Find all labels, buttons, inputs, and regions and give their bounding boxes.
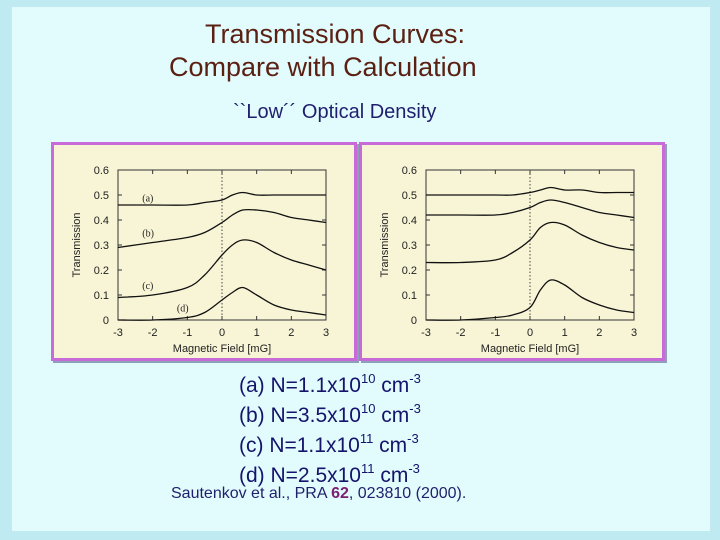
x-tick-label: 0 xyxy=(219,327,225,339)
x-tick-label: -1 xyxy=(182,327,192,339)
experiment-chart-panel: 0 0.1 0.2 0.3 0.4 0.5 0.6 -3 -2 -1 0 1 2 3 Magnetic Fi… xyxy=(51,142,357,361)
slide-title-line2: Compare with Calculation xyxy=(169,52,477,82)
legend-b-exponent: 10 xyxy=(360,401,376,416)
series-label-3: (d) xyxy=(177,304,189,315)
density-legend: (a) N=1.1x1010 cm-3 (b) N=3.5x1010 cm-3 … xyxy=(239,367,421,487)
series-line-3 xyxy=(117,286,327,321)
citation-volume: 62 xyxy=(331,485,349,502)
series-line-0 xyxy=(118,191,326,206)
slide: Transmission Curves: Compare with Calcul… xyxy=(11,7,711,531)
y-tick-label: 0.5 xyxy=(94,190,109,202)
x-tick-label: -3 xyxy=(421,327,431,339)
x-tick-label: -1 xyxy=(490,327,500,339)
slide-title-line1: Transmission Curves: xyxy=(205,19,466,49)
experiment-chart: 0 0.1 0.2 0.3 0.4 0.5 0.6 -3 -2 -1 0 1 2 3 Magnetic Fi… xyxy=(71,165,329,355)
legend-b-unit-exponent: -3 xyxy=(409,401,421,416)
series-line-1 xyxy=(426,199,635,219)
legend-d-unit: cm xyxy=(374,464,409,487)
legend-item-b: (b) N=3.5x1010 cm-3 xyxy=(239,397,421,427)
legend-d-unit-exponent: -3 xyxy=(408,461,420,476)
calculation-chart: 0 0.1 0.2 0.3 0.4 0.5 0.6 -3 -2 -1 0 1 2 3 Magnetic Fi… xyxy=(379,165,637,355)
y-axis-label: Transmission xyxy=(71,213,83,278)
legend-a-unit: cm xyxy=(375,374,410,397)
x-tick-label: -2 xyxy=(456,327,466,339)
legend-c-unit-exponent: -3 xyxy=(407,431,419,446)
x-tick-label: 2 xyxy=(288,327,294,339)
x-tick-label: 3 xyxy=(631,327,637,339)
y-tick-label: 0.6 xyxy=(94,165,109,177)
y-tick-label: 0.3 xyxy=(94,240,109,252)
y-tick-label: 0 xyxy=(103,315,109,327)
y-tick-label: 0.1 xyxy=(94,290,109,302)
y-tick-label: 0.2 xyxy=(402,265,417,277)
legend-c-exponent: 11 xyxy=(359,431,374,446)
x-axis-label: Magnetic Field [mG] xyxy=(481,343,579,355)
x-tick-label: 2 xyxy=(596,327,602,339)
legend-d-exponent: 11 xyxy=(360,461,375,476)
series-label-0: (a) xyxy=(142,194,153,205)
x-tick-label: 0 xyxy=(527,327,533,339)
y-tick-label: 0.4 xyxy=(402,215,417,227)
x-tick-label: -3 xyxy=(113,327,123,339)
y-tick-label: 0.1 xyxy=(402,290,417,302)
x-tick-label: 3 xyxy=(323,327,329,339)
legend-item-d: (d) N=2.5x1011 cm-3 xyxy=(239,457,421,487)
series-label-2: (c) xyxy=(142,281,153,292)
legend-item-a: (a) N=1.1x1010 cm-3 xyxy=(239,367,421,397)
legend-d-base: (d) N=2.5x10 xyxy=(239,464,361,487)
y-tick-label: 0.5 xyxy=(402,190,417,202)
citation-pages: , 023810 (2000). xyxy=(348,485,467,502)
x-tick-label: 1 xyxy=(562,327,568,339)
y-tick-label: 0.2 xyxy=(94,265,109,277)
y-tick-label: 0.6 xyxy=(402,165,417,177)
y-tick-label: 0.4 xyxy=(94,215,109,227)
legend-a-exponent: 10 xyxy=(360,371,376,386)
series-line-0 xyxy=(426,186,634,196)
series-line-1 xyxy=(117,208,327,249)
series-label-1: (b) xyxy=(142,229,154,240)
x-tick-label: 1 xyxy=(254,327,260,339)
citation-authors: Sautenkov et al., PRA xyxy=(171,485,332,502)
calculation-chart-panel: 0 0.1 0.2 0.3 0.4 0.5 0.6 -3 -2 -1 0 1 2 3 Magnetic Fi… xyxy=(359,142,665,361)
x-tick-label: -2 xyxy=(148,327,158,339)
x-axis-label: Magnetic Field [mG] xyxy=(173,343,271,355)
citation: Sautenkov et al., PRA 62, 023810 (2000). xyxy=(171,485,466,503)
y-tick-label: 0.3 xyxy=(402,240,417,252)
legend-b-unit: cm xyxy=(375,404,410,427)
series-line-2 xyxy=(425,221,635,264)
slide-subtitle: ``Low´´ Optical Density xyxy=(233,101,437,123)
legend-c-unit: cm xyxy=(373,434,408,457)
legend-a-unit-exponent: -3 xyxy=(409,371,421,386)
y-tick-label: 0 xyxy=(411,315,417,327)
legend-a-base: (a) N=1.1x10 xyxy=(239,374,361,397)
y-axis-label: Transmission xyxy=(379,213,391,278)
legend-b-base: (b) N=3.5x10 xyxy=(239,404,361,427)
legend-item-c: (c) N=1.1x1011 cm-3 xyxy=(239,427,421,457)
series-line-3 xyxy=(425,279,635,321)
legend-c-base: (c) N=1.1x10 xyxy=(239,434,360,457)
series-line-2 xyxy=(117,239,327,299)
